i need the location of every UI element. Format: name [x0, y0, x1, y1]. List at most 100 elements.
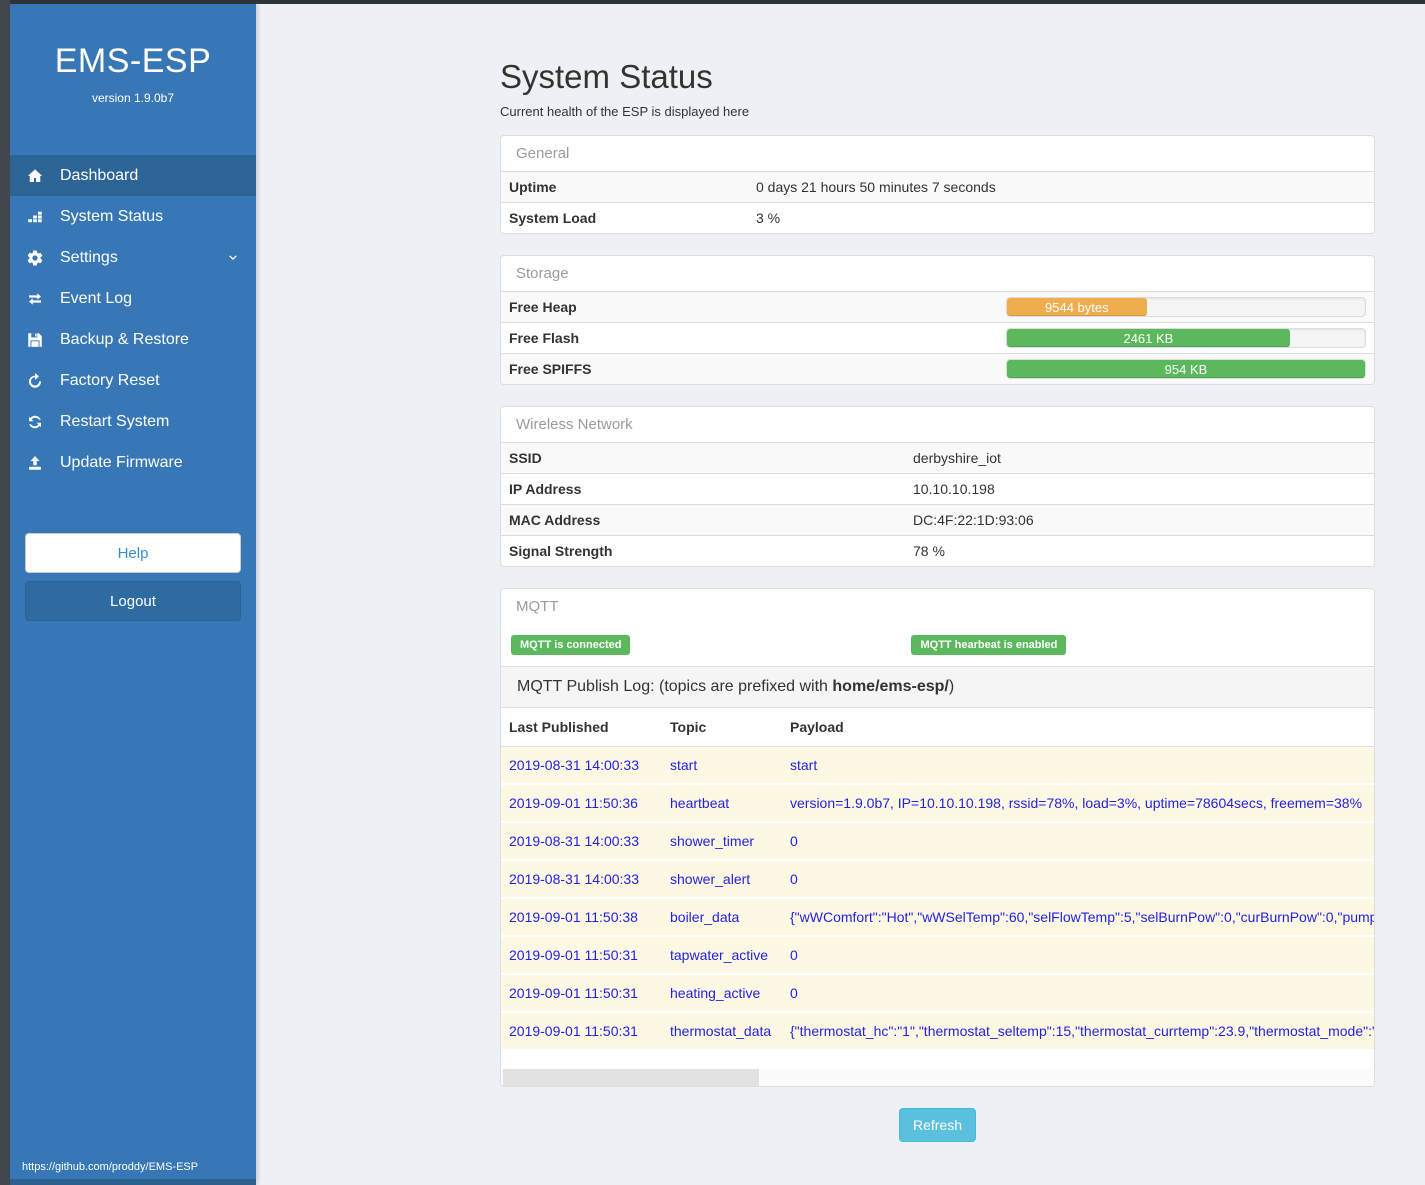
sidebar-item-dashboard[interactable]: Dashboard — [10, 155, 256, 196]
row-label: MAC Address — [509, 512, 601, 528]
mqtt-log-title: MQTT Publish Log: (topics are prefixed w… — [501, 666, 1374, 708]
logout-button[interactable]: Logout — [25, 581, 241, 621]
mqtt-log-table: Last Published Topic Payload 2019-08-31 … — [501, 708, 1374, 1049]
app-title: EMS-ESP — [54, 42, 212, 80]
row-label: Free SPIFFS — [509, 361, 592, 377]
log-payload: version=1.9.0b7, IP=10.10.10.198, rssid=… — [782, 783, 1374, 822]
storage-row: Free Heap 9544 bytes — [501, 291, 1374, 322]
mqtt-log-row: 2019-09-01 11:50:31 thermostat_data {"th… — [501, 1011, 1374, 1049]
mqtt-log-header-row: Last Published Topic Payload — [501, 708, 1374, 747]
mqtt-card: MQTT MQTT is connected MQTT hearbeat is … — [500, 588, 1375, 1087]
row-label: IP Address — [509, 481, 582, 497]
mqtt-log-row: 2019-09-01 11:50:31 tapwater_active 0 — [501, 935, 1374, 974]
storage-rows: Free Heap 9544 bytes Free Flash 2461 KB … — [501, 291, 1374, 384]
main-content: System Status Current health of the ESP … — [256, 4, 1425, 1185]
page-subtitle: Current health of the ESP is displayed h… — [500, 104, 750, 119]
window-left-edge — [0, 0, 10, 1185]
log-topic: thermostat_data — [662, 1011, 782, 1049]
mqtt-log-row: 2019-08-31 14:00:33 start start — [501, 746, 1374, 784]
home-icon — [25, 166, 45, 186]
log-time: 2019-08-31 14:00:33 — [501, 746, 662, 784]
refresh-button[interactable]: Refresh — [898, 1108, 977, 1142]
status-icon — [25, 207, 45, 227]
storage-card: Storage Free Heap 9544 bytes Free Flash … — [500, 255, 1375, 385]
row-value: 10.10.10.198 — [913, 481, 995, 497]
row-value: 78 % — [913, 543, 945, 559]
scrollbar-thumb[interactable] — [503, 1069, 759, 1086]
sidebar-item-label: Restart System — [60, 412, 170, 430]
window-top-edge — [0, 0, 1425, 4]
github-link[interactable]: https://github.com/proddy/EMS-ESP — [22, 1161, 199, 1173]
row-label: Uptime — [509, 179, 557, 195]
log-topic: shower_timer — [662, 821, 782, 860]
gear-icon — [25, 248, 45, 268]
sidebar-item-label: Update Firmware — [60, 453, 183, 471]
log-topic: tapwater_active — [662, 935, 782, 974]
chevron-down-icon — [226, 251, 240, 265]
mqtt-log-title-suffix: ) — [948, 678, 955, 695]
sidebar-item-restart-system[interactable]: Restart System — [10, 401, 256, 442]
log-payload: {"wWComfort":"Hot","wWSelTemp":60,"selFl… — [782, 897, 1374, 936]
info-row: IP Address 10.10.10.198 — [501, 473, 1374, 504]
sync-icon — [25, 412, 45, 432]
storage-row: Free SPIFFS 954 KB — [501, 353, 1374, 384]
sidebar-item-label: Factory Reset — [60, 371, 160, 389]
row-value: DC:4F:22:1D:93:06 — [913, 512, 1034, 528]
progress-fill: 954 KB — [1007, 360, 1365, 378]
sidebar-item-label: Settings — [60, 248, 118, 266]
row-value: 0 days 21 hours 50 minutes 7 seconds — [756, 179, 996, 195]
progress-bar: 9544 bytes — [1006, 297, 1366, 317]
log-payload: start — [782, 746, 1374, 784]
exchange-icon — [25, 289, 45, 309]
info-row: System Load 3 % — [501, 202, 1374, 233]
mqtt-badge-row: MQTT is connected MQTT hearbeat is enabl… — [501, 624, 1374, 666]
repeat-icon — [25, 371, 45, 391]
sidebar-buttons: Help Logout — [25, 533, 241, 621]
sidebar-item-event-log[interactable]: Event Log — [10, 278, 256, 319]
column-header-topic: Topic — [662, 708, 782, 747]
sidebar-item-update-firmware[interactable]: Update Firmware — [10, 442, 256, 483]
mqtt-log-row: 2019-09-01 11:50:31 heating_active 0 — [501, 973, 1374, 1012]
page-title: System Status — [500, 58, 713, 95]
help-button[interactable]: Help — [25, 533, 241, 573]
sidebar-item-label: Backup & Restore — [60, 330, 189, 348]
sidebar-item-factory-reset[interactable]: Factory Reset — [10, 360, 256, 401]
column-header-payload: Payload — [782, 708, 1374, 747]
row-label: Signal Strength — [509, 543, 613, 559]
info-row: Uptime 0 days 21 hours 50 minutes 7 seco… — [501, 171, 1374, 202]
wireless-rows: SSID derbyshire_iot IP Address 10.10.10.… — [501, 442, 1374, 566]
sidebar-item-backup-restore[interactable]: Backup & Restore — [10, 319, 256, 360]
app-version: version 1.9.0b7 — [91, 91, 175, 105]
info-row: Signal Strength 78 % — [501, 535, 1374, 566]
log-topic: boiler_data — [662, 897, 782, 936]
general-card-header: General — [516, 145, 570, 162]
log-payload: {"thermostat_hc":"1","thermostat_seltemp… — [782, 1011, 1374, 1049]
log-topic: heartbeat — [662, 783, 782, 822]
info-row: SSID derbyshire_iot — [501, 442, 1374, 473]
sidebar-item-system-status[interactable]: System Status — [10, 196, 256, 237]
sidebar: EMS-ESP version 1.9.0b7 Dashboard System… — [10, 4, 256, 1185]
row-label: System Load — [509, 210, 597, 226]
sidebar-item-label: Event Log — [60, 289, 133, 307]
mqtt-heartbeat-badge: MQTT hearbeat is enabled — [911, 635, 1067, 655]
progress-fill: 2461 KB — [1007, 329, 1290, 347]
mqtt-connected-badge: MQTT is connected — [511, 635, 631, 655]
row-value: derbyshire_iot — [913, 450, 1001, 466]
log-topic: heating_active — [662, 973, 782, 1012]
general-card: General Uptime 0 days 21 hours 50 minute… — [500, 135, 1375, 234]
progress-fill: 9544 bytes — [1007, 298, 1147, 316]
progress-bar: 2461 KB — [1006, 328, 1366, 348]
general-rows: Uptime 0 days 21 hours 50 minutes 7 seco… — [501, 171, 1374, 233]
row-label: SSID — [509, 450, 542, 466]
log-time: 2019-09-01 11:50:31 — [501, 1011, 662, 1049]
log-topic: shower_alert — [662, 859, 782, 898]
log-time: 2019-09-01 11:50:31 — [501, 973, 662, 1012]
horizontal-scrollbar[interactable] — [501, 1069, 1374, 1086]
log-payload: 0 — [782, 859, 1374, 898]
log-payload: 0 — [782, 973, 1374, 1012]
sidebar-item-settings[interactable]: Settings — [10, 237, 256, 278]
mqtt-log-row: 2019-09-01 11:50:36 heartbeat version=1.… — [501, 783, 1374, 822]
info-row: MAC Address DC:4F:22:1D:93:06 — [501, 504, 1374, 535]
sidebar-item-label: Dashboard — [60, 166, 139, 184]
upload-icon — [25, 453, 45, 473]
